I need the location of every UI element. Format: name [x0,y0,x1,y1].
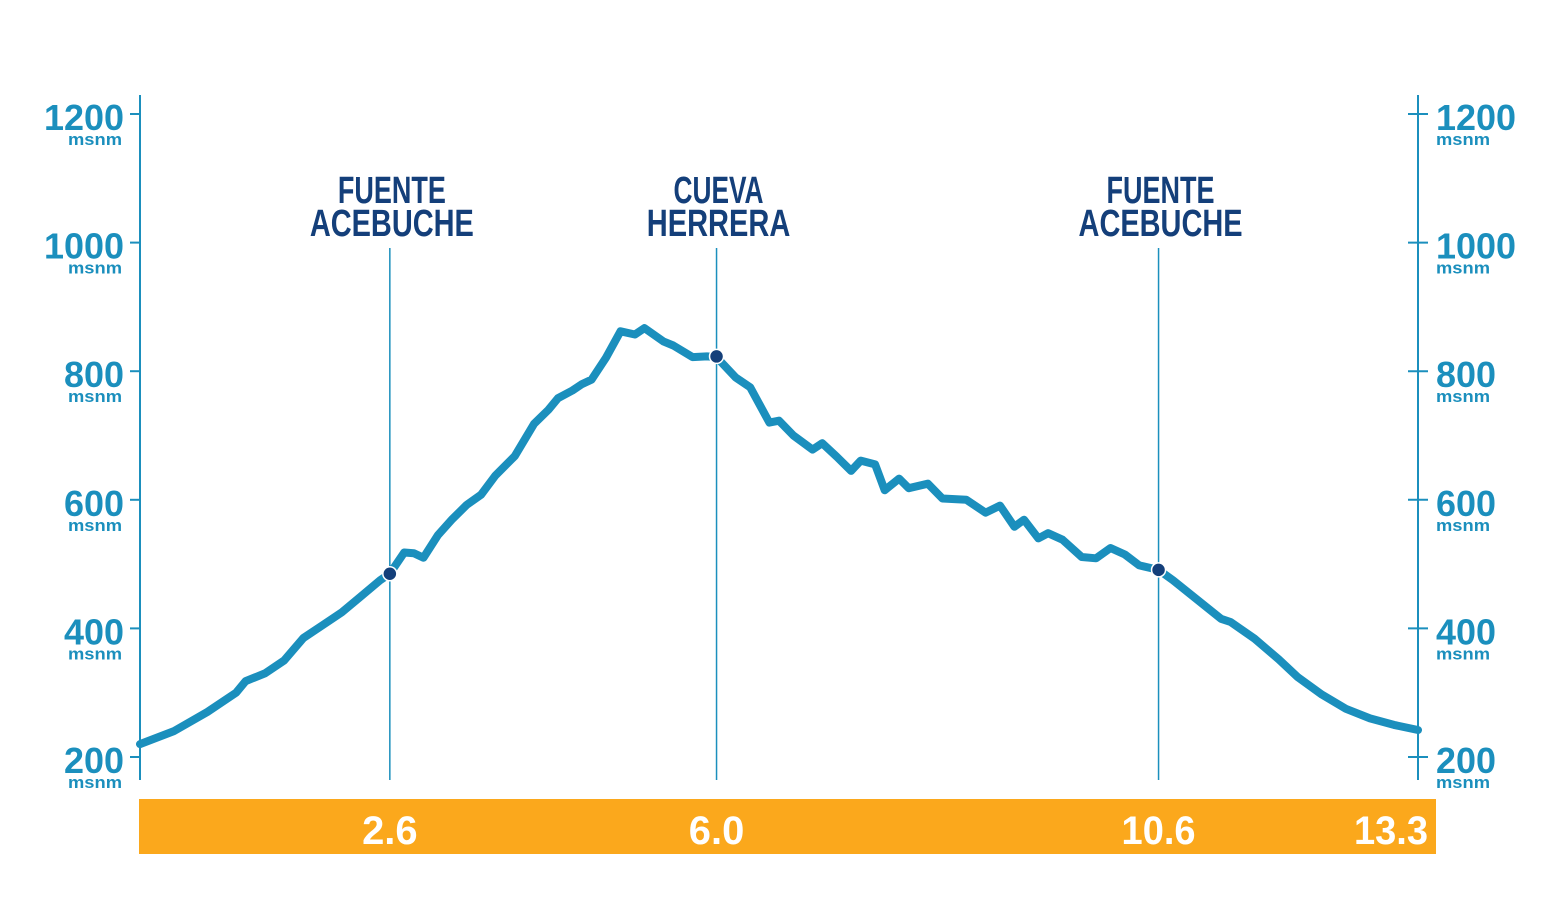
right-tick-unit: msnm [1436,387,1490,406]
right-tick-label: 600 [1436,483,1496,524]
right-tick-label: 200 [1436,740,1496,781]
left-tick-unit: msnm [68,773,122,792]
waypoint-label-line2: HERRERA [647,203,791,245]
elevation-profile-line [136,324,1422,749]
right-tick-unit: msnm [1436,773,1490,792]
waypoint-markers [382,348,1167,582]
left-tick-label: 800 [64,354,124,395]
left-tick-unit: msnm [68,259,122,278]
distance-label: 2.6 [362,809,418,853]
distance-bar [139,799,1436,854]
waypoint-marker [708,348,725,365]
waypoint-marker [1150,562,1167,578]
left-tick-label: 1000 [44,226,124,267]
right-tick-label: 1200 [1436,97,1516,138]
waypoint-label-line2: ACEBUCHE [1079,203,1243,245]
right-tick-unit: msnm [1436,644,1490,663]
left-tick-unit: msnm [68,644,122,663]
left-tick-unit: msnm [68,387,122,406]
left-tick-unit: msnm [68,516,122,535]
waypoint-label-line2: ACEBUCHE [310,203,474,245]
right-tick-unit: msnm [1436,516,1490,535]
right-tick-label: 1000 [1436,226,1516,267]
waypoint-label-line1: CUEVA [674,170,764,212]
waypoint-label-line1: FUENTE [1107,170,1215,212]
distance-label: 6.0 [689,809,745,853]
left-tick-label: 600 [64,483,124,524]
waypoint-marker [382,565,398,582]
right-tick-unit: msnm [1436,130,1490,149]
left-tick-label: 1200 [44,97,124,138]
distance-label: 10.6 [1122,809,1196,853]
left-tick-label: 400 [64,611,124,652]
right-tick-unit: msnm [1436,259,1490,278]
distance-labels: 2.6 6.0 10.6 13.3 [362,809,1428,853]
waypoint-label-line1: FUENTE [338,170,446,212]
right-y-axis: 1200msnm1000msnm800msnm600msnm400msnm200… [1408,95,1516,792]
left-tick-label: 200 [64,740,124,781]
right-tick-label: 800 [1436,354,1496,395]
distance-label: 13.3 [1354,809,1428,853]
left-y-axis: 1200msnm1000msnm800msnm600msnm400msnm200… [44,95,141,792]
right-tick-label: 400 [1436,611,1496,652]
left-tick-unit: msnm [68,130,122,149]
waypoint-lines [389,248,1160,780]
